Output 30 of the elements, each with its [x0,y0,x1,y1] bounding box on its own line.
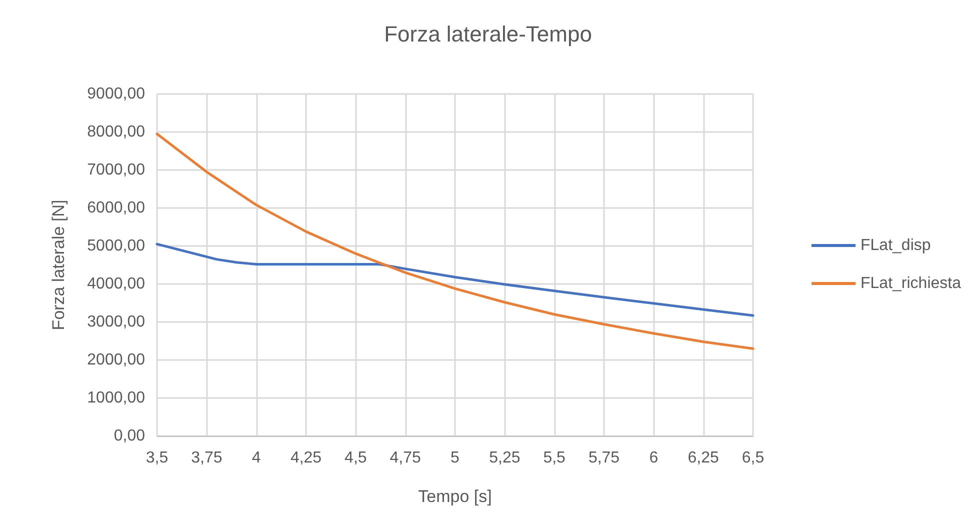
x-tick-label: 4,25 [290,450,322,466]
legend-label: FLat_disp [860,237,931,254]
x-tick-label: 3,75 [191,450,222,466]
y-tick-label: 2000,00 [87,352,146,368]
x-tick-label: 6,5 [742,450,764,466]
x-tick-label: 6 [649,450,658,466]
y-tick-label: 6000,00 [87,200,146,216]
y-axis-title: Forza laterale [N] [49,200,68,330]
legend-label: FLat_richiesta [860,275,962,292]
line-series [156,132,754,350]
y-tick-label: 0,00 [114,428,146,444]
x-tick-label: 5 [450,450,460,466]
x-tick-label: 5,5 [543,450,566,466]
y-tick-label: 8000,00 [87,124,146,140]
x-tick-label: 4 [252,450,261,466]
line-series [156,242,754,317]
y-tick-label: 1000,00 [87,390,146,406]
x-tick-label: 4,5 [344,450,367,466]
y-tick-label: 5000,00 [87,238,146,254]
y-tick-label: 4000,00 [87,276,146,292]
y-tick-label: 9000,00 [87,86,146,102]
y-tick-label: 7000,00 [87,162,146,178]
x-tick-label: 5,25 [489,450,520,466]
x-tick-label: 5,75 [588,450,620,466]
x-axis-title: Tempo [s] [418,487,492,506]
x-tick-label: 4,75 [390,450,422,466]
chart-title: Forza laterale-Tempo [384,22,592,46]
x-tick-label: 3,5 [146,450,168,466]
x-tick-label: 6,25 [688,450,720,466]
y-tick-label: 3000,00 [87,314,146,330]
